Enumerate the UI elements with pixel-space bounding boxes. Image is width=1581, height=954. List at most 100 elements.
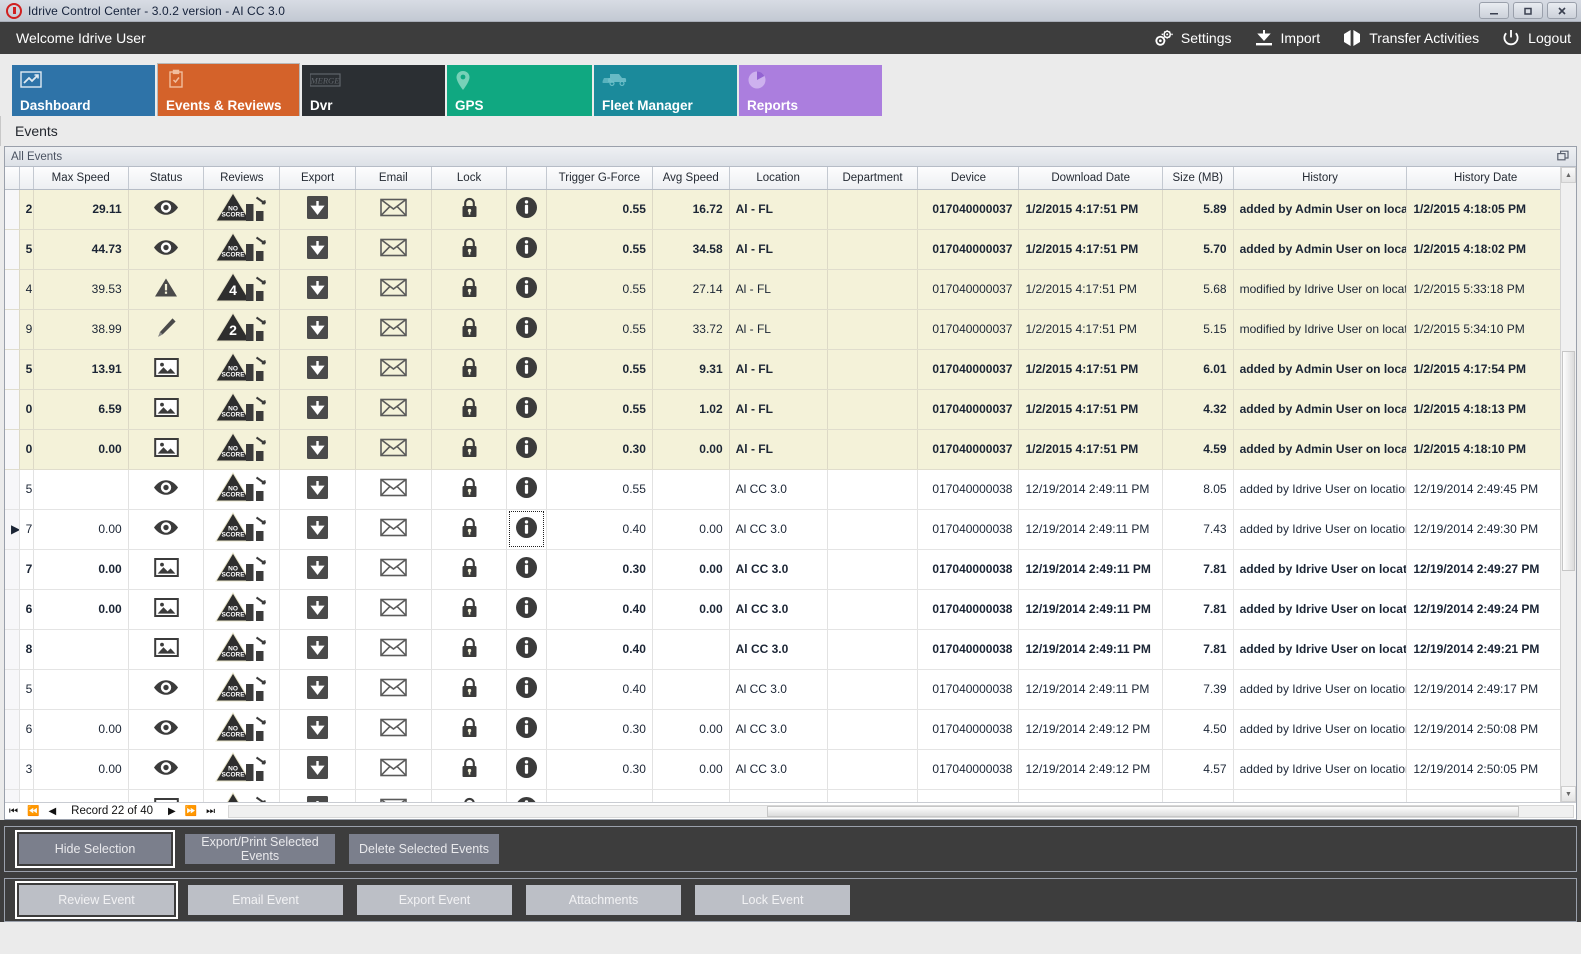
cell-info[interactable] [506,189,547,230]
image-icon[interactable] [153,437,179,458]
cell-size-mb[interactable]: 8.05 [1162,469,1234,510]
cell-reviews[interactable]: NO SCORE [203,709,281,750]
cell-email[interactable] [355,789,432,802]
col-lock[interactable]: Lock [431,167,508,190]
cell-trigger-gforce[interactable]: 0.40 [546,589,653,630]
email-envelope-icon[interactable] [380,798,407,802]
cell-history[interactable]: added by Idrive User on location Al CC .… [1233,509,1408,550]
info-icon[interactable] [515,596,538,619]
cell-export[interactable] [279,629,356,670]
cell-department[interactable] [827,709,919,750]
cell-department[interactable] [827,629,919,670]
eye-icon[interactable] [153,679,179,696]
image-icon[interactable] [153,357,179,378]
cell-history[interactable]: added by Idrive User on location Al CC .… [1233,669,1408,710]
cell-status[interactable] [128,509,205,550]
cell-export[interactable] [279,229,356,270]
row-selector[interactable] [5,629,20,670]
cell-history-date[interactable]: 12/19/2014 2:50:08 PM [1406,709,1560,750]
cell-info[interactable] [506,349,547,390]
col-device[interactable]: Device [917,167,1020,190]
email-envelope-icon[interactable] [380,558,407,577]
cell-export[interactable] [279,189,356,230]
cell-lock[interactable] [431,749,508,790]
cell-max-speed[interactable]: 44.73 [33,229,129,270]
cell-department[interactable] [827,389,919,430]
cell-email[interactable] [355,389,432,430]
cell-size-mb[interactable]: 7.81 [1162,629,1234,670]
cell-status[interactable] [128,469,205,510]
grid-vertical-scrollbar[interactable]: ▲ ▼ [1560,167,1576,802]
cell-max-speed[interactable]: 0.00 [33,429,129,470]
cell-email[interactable] [355,469,432,510]
cell-lock[interactable] [431,389,508,430]
export-download-icon[interactable] [306,795,329,802]
image-icon[interactable] [153,797,179,802]
cell-reviews[interactable]: NO SCORE [203,789,281,802]
hscroll-thumb[interactable] [766,805,1520,817]
eye-icon[interactable] [153,519,179,536]
cell-location[interactable]: Al - FL [729,389,828,430]
cell-export[interactable] [279,709,356,750]
cell-download-date[interactable]: 12/19/2014 2:49:11 PM [1018,549,1163,590]
cell-max-speed[interactable]: 0.00 [33,549,129,590]
lock-icon[interactable] [461,557,478,578]
table-row[interactable]: ▶70.00 NO SCORE 0.400.00A [5,509,1560,550]
cell-lock[interactable] [431,229,508,270]
cell-location[interactable]: Al CC 3.0 [729,749,828,790]
cell-trigger-gforce[interactable]: 0.30 [546,749,653,790]
cell-download-date[interactable]: 1/2/2015 4:17:51 PM [1018,229,1163,270]
cell-device[interactable]: 017040000037 [917,429,1020,470]
cell-history[interactable]: added by Admin User on location ... [1233,429,1408,470]
lock-icon[interactable] [461,717,478,738]
cell-avg-speed[interactable]: 34.58 [652,229,730,270]
cell-export[interactable] [279,429,356,470]
info-icon[interactable] [515,756,538,779]
cell-info[interactable] [506,789,547,802]
cell-trigger-gforce[interactable]: 0.30 [546,549,653,590]
cell-location[interactable]: Al - FL [729,189,828,230]
cell-reviews[interactable]: NO SCORE [203,669,281,710]
table-row[interactable]: 5 44.73 NO SCORE 0.55 34.58 [5,229,1560,270]
review-score-icon[interactable]: NO SCORE [213,711,271,745]
info-icon[interactable] [515,236,538,259]
email-envelope-icon[interactable] [380,438,407,457]
cell-location[interactable]: Al CC 3.0 [729,629,828,670]
export-download-icon[interactable] [306,635,329,660]
eye-icon[interactable] [153,759,179,776]
col-avg-speed[interactable]: Avg Speed [652,167,730,190]
cell-device[interactable]: 017040000037 [917,389,1020,430]
review-score-icon[interactable]: NO SCORE [213,631,271,665]
cell-reviews[interactable]: 4 [203,269,281,310]
image-icon[interactable] [153,397,179,418]
cell-device[interactable]: 017040000037 [917,269,1020,310]
info-icon[interactable] [515,556,538,579]
cell-location[interactable]: Al - FL [729,429,828,470]
cell-history[interactable]: added by Idrive User on location ... [1233,789,1408,802]
info-icon[interactable] [515,716,538,739]
review-score-icon[interactable]: 2 [213,311,271,345]
cell-trigger-gforce[interactable]: 0.55 [546,309,653,350]
cell-lock[interactable] [431,469,508,510]
cell-download-date[interactable]: 12/19/2014 2:49:11 PM [1018,789,1163,802]
cell-email[interactable] [355,549,432,590]
cell-avg-speed[interactable] [652,669,730,710]
export-download-icon[interactable] [306,515,329,540]
cell-lock[interactable] [431,349,508,390]
row-selector[interactable] [5,309,20,350]
cell-lock[interactable] [431,429,508,470]
cell-history[interactable]: added by Admin User on location ... [1233,389,1408,430]
cell-department[interactable] [827,549,919,590]
cell-device[interactable]: 017040000038 [917,469,1020,510]
cell-history[interactable]: added by Idrive User on location Al CC .… [1233,469,1408,510]
info-icon[interactable] [515,436,538,459]
cell-size-mb[interactable]: 5.15 [1162,309,1234,350]
cell-department[interactable] [827,469,919,510]
pencil-icon[interactable] [154,316,178,340]
cell-info[interactable] [506,749,547,790]
cell-reviews[interactable]: NO SCORE [203,189,281,230]
cell-lock[interactable] [431,509,508,550]
cell-email[interactable] [355,709,432,750]
cell-download-date[interactable]: 12/19/2014 2:49:12 PM [1018,749,1163,790]
